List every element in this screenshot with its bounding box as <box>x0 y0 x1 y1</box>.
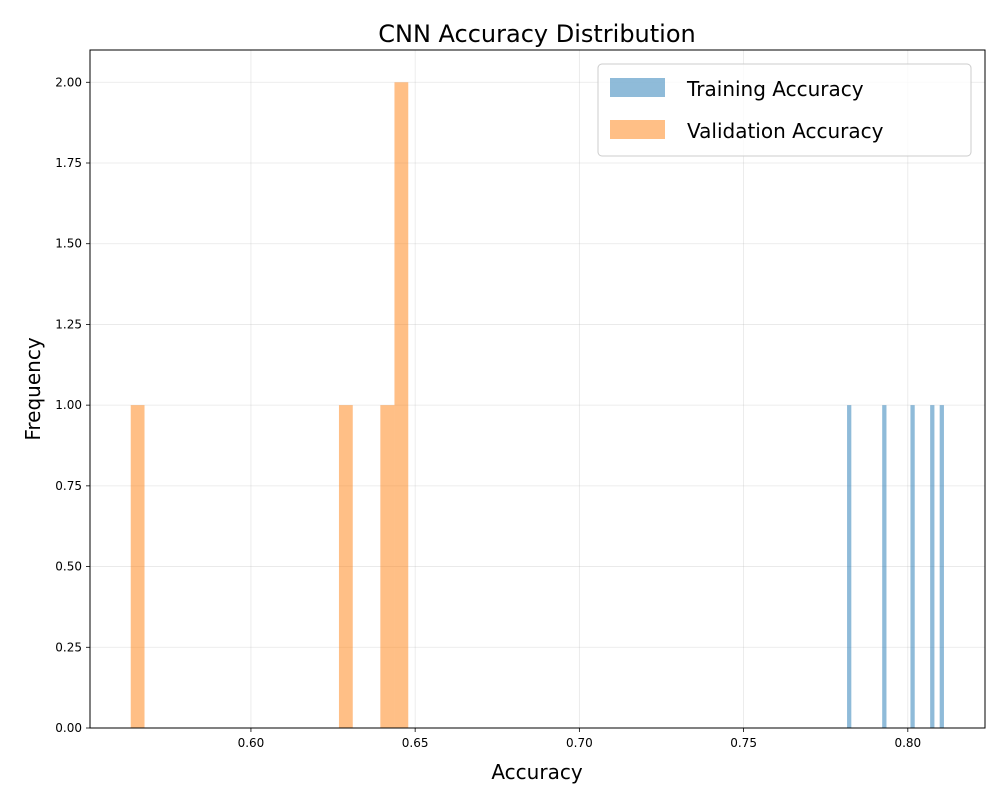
bar-validation <box>380 405 395 728</box>
x-tick-label: 0.70 <box>566 736 593 750</box>
y-tick-label: 0.50 <box>55 560 82 574</box>
bar-validation <box>394 82 409 729</box>
bar-training <box>910 405 915 728</box>
legend: Training Accuracy Validation Accuracy <box>597 63 972 157</box>
y-tick-label: 1.75 <box>55 156 82 170</box>
y-tick-label: 1.50 <box>55 237 82 251</box>
x-tick-label: 0.80 <box>894 736 921 750</box>
grid-lines <box>90 50 985 729</box>
y-tick-label: 1.25 <box>55 317 82 331</box>
bar-training <box>930 405 935 728</box>
x-axis-label: Accuracy <box>491 760 582 784</box>
x-tick-label: 0.75 <box>730 736 757 750</box>
bar-training <box>882 405 887 728</box>
chart-title: CNN Accuracy Distribution <box>378 20 696 48</box>
legend-swatch-validation <box>610 120 665 139</box>
y-tick-label: 2.00 <box>55 75 82 89</box>
bar-validation <box>130 405 145 728</box>
y-tick-label: 0.75 <box>55 479 82 493</box>
legend-box <box>597 63 972 157</box>
x-tick-label: 0.65 <box>402 736 429 750</box>
legend-label-validation: Validation Accuracy <box>687 119 884 143</box>
legend-label-training: Training Accuracy <box>686 77 864 101</box>
legend-swatch-training <box>610 78 665 97</box>
y-tick-label: 0.25 <box>55 640 82 654</box>
x-axis-ticks: 0.60 0.65 0.70 0.75 0.80 <box>238 728 921 750</box>
y-tick-label: 1.00 <box>55 398 82 412</box>
bar-validation <box>338 405 353 728</box>
bar-training <box>847 405 852 728</box>
y-tick-label: 0.00 <box>55 721 82 735</box>
bar-training <box>939 405 944 728</box>
y-axis-label: Frequency <box>21 337 45 440</box>
plot-frame <box>89 49 986 729</box>
x-tick-label: 0.60 <box>238 736 265 750</box>
histogram-bars <box>130 82 944 729</box>
y-axis-ticks: 0.00 0.25 0.50 0.75 1.00 1.25 1.50 1.75 2.00 <box>55 75 90 735</box>
